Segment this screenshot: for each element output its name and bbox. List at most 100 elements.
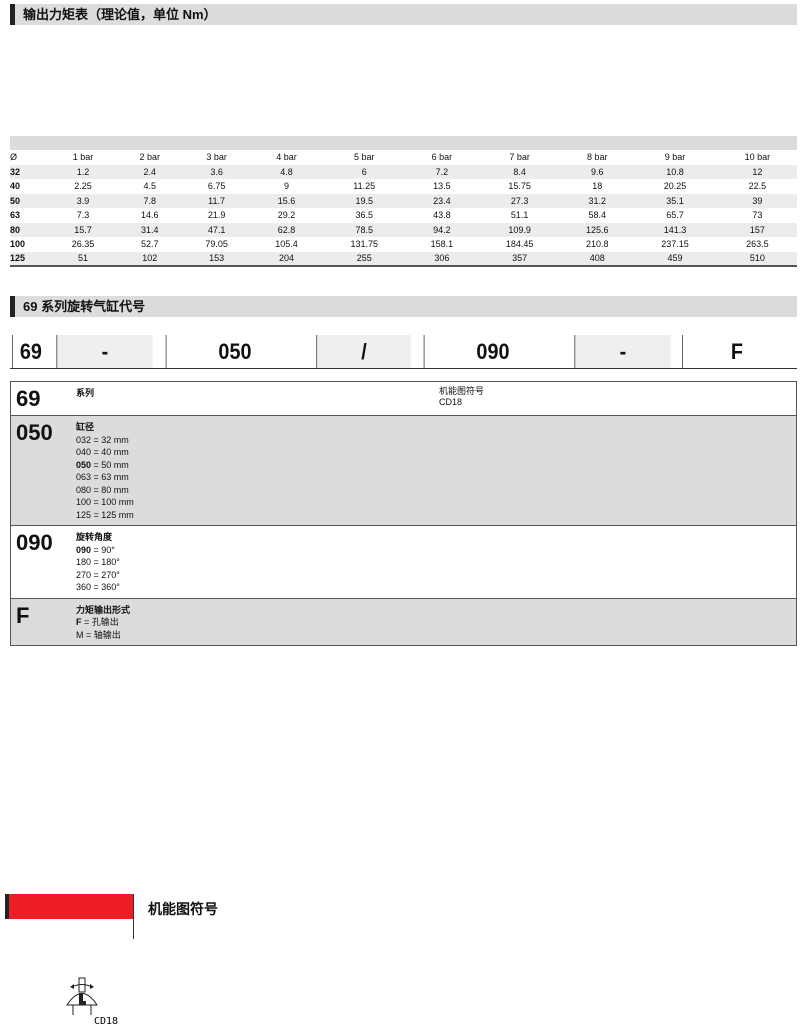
table-cell: 153	[181, 251, 252, 266]
def-option: 125 = 125 mm	[76, 509, 134, 522]
table-cell: 26.35	[71, 239, 95, 250]
rotary-actuator-symbol-icon: CD18	[66, 977, 118, 1027]
table-cell: 510	[717, 251, 797, 266]
table-cell: 73	[752, 210, 763, 221]
table-cell: 13.5	[433, 181, 451, 192]
table-cell: 18	[592, 181, 603, 192]
table-cell: 51	[48, 251, 118, 266]
table-cell: 9.6	[562, 164, 633, 179]
table-row: 32 1.2 2.4 3.6 4.8 6 7.2 8.4 9.6 10.8 12	[10, 164, 797, 179]
option-code: F	[76, 617, 82, 627]
table-cell: 21.9	[207, 210, 226, 221]
table-cell: 9 bar	[664, 152, 686, 163]
table-row: 100 26.35 52.7 79.05 105.4 131.75 158.1 184.45 2…	[10, 237, 797, 252]
option-value: = 32 mm	[91, 434, 129, 445]
table-cell: 7 bar	[509, 152, 530, 163]
table-cell: 7.3	[76, 210, 90, 221]
option-code: 050	[76, 459, 92, 470]
table-cell: 6	[321, 164, 407, 179]
table-cell: 31.4	[117, 222, 182, 237]
table-cell: 459	[632, 251, 718, 266]
table-cell: 8.4	[476, 164, 563, 179]
table-cell: 102	[117, 251, 182, 266]
option-code: 032	[76, 434, 92, 445]
table-cell: 8 bar	[587, 152, 608, 163]
table-cell: 6.75	[207, 181, 226, 192]
table-cell: 35.1	[632, 193, 718, 208]
option-value: = 40 mm	[91, 447, 129, 457]
table-cell: 6 bar	[431, 152, 453, 163]
table-cell: 4.5	[143, 181, 157, 192]
table-cell: 22.5	[748, 181, 767, 192]
code-separator: -	[56, 335, 153, 368]
bore-cell: 80	[10, 222, 48, 237]
table-cell: 47.1	[181, 222, 252, 237]
option-code: 080	[76, 484, 92, 495]
symbol-caption: CD18	[94, 1016, 118, 1027]
table-cell: 263.5	[746, 239, 769, 250]
table-cell: 109.9	[476, 222, 563, 237]
table-cell: 3.6	[181, 164, 252, 179]
table-cell: 158.1	[430, 239, 454, 250]
code-series: 69	[12, 335, 49, 368]
bore-cell: Ø	[10, 152, 18, 163]
def-option: 100 = 100 mm	[76, 496, 134, 509]
table-cell: 10.8	[632, 164, 718, 179]
table-cell: 4 bar	[276, 152, 297, 163]
option-value: = 80 mm	[91, 484, 129, 495]
option-code: 040	[76, 447, 92, 457]
bore-cell: 40	[10, 181, 21, 192]
table-row: 80 15.7 31.4 47.1 62.8 78.5 94.2 109.9 125.6 141.…	[10, 222, 797, 237]
symbol-section-title: 机能图符号	[148, 901, 218, 917]
code-separator: /	[316, 335, 411, 368]
def-option: 360 = 360°	[76, 581, 120, 594]
torque-table: Ø 1 bar 2 bar 3 bar 4 bar 5 bar 6 bar 7 bar 8 ba…	[10, 136, 797, 267]
table-cell: 14.6	[141, 210, 159, 221]
table-header: Ø 1 bar 2 bar 3 bar 4 bar 5 bar 6 bar 7 bar 8 ba…	[10, 150, 797, 165]
option-code: M	[76, 629, 84, 640]
def-title: 力矩输出形式	[76, 604, 131, 615]
table-cell: 78.5	[321, 222, 407, 237]
table-cell: 5 bar	[353, 152, 375, 163]
table-cell: 65.7	[666, 210, 684, 221]
table-cell: 1 bar	[72, 152, 94, 163]
table-cell: 3 bar	[206, 152, 227, 163]
table-cell: 11.7	[181, 193, 252, 208]
table-cell: 20.25	[663, 181, 687, 192]
def-option: M = 轴输出	[76, 629, 130, 642]
table-cell: 237.15	[661, 239, 689, 250]
table-row: 40 2.25 4.5 6.75 9 11.25 13.5 15.75 18 20.25 22.5	[10, 179, 797, 194]
code-bore: 050	[165, 335, 304, 368]
def-title: 旋转角度	[76, 532, 113, 542]
def-code: 69	[16, 386, 41, 411]
table-cell: 357	[476, 251, 563, 266]
def-row-output: F 力矩输出形式 F = 孔输出 M = 轴输出	[11, 597, 796, 645]
table-row: 50 3.9 7.8 11.7 15.6 19.5 23.4 27.3 31.2 35.1 39	[10, 193, 797, 208]
def-option: 063 = 63 mm	[76, 471, 134, 484]
def-code: 050	[16, 420, 53, 445]
option-value: = 孔输出	[81, 617, 119, 627]
table-cell: 10 bar	[744, 152, 771, 163]
table-cell: 58.4	[588, 210, 607, 221]
table-cell: 51.1	[510, 210, 529, 221]
table-cell: 62.8	[251, 222, 322, 237]
divider	[133, 894, 134, 939]
symbol-value: CD18	[439, 397, 463, 407]
table-cell: 125.6	[562, 222, 633, 237]
table-cell: 255	[321, 251, 407, 266]
table-cell: 43.8	[433, 210, 451, 221]
table-cell: 184.45	[505, 239, 534, 250]
symbol-label: 机能图符号	[439, 386, 485, 396]
def-option: 050 = 50 mm	[76, 459, 134, 472]
option-code: 125	[76, 509, 92, 520]
table-cell: 131.75	[350, 239, 378, 250]
option-code: 360	[76, 582, 92, 592]
def-row-bore: 050 缸径 032 = 32 mm 040 = 40 mm 050 = 50 mm 0…	[11, 415, 796, 525]
section-title: 输出力矩表（理论值，单位 Nm）	[23, 7, 217, 22]
table-cell: 36.5	[355, 210, 373, 221]
table-cell: 306	[406, 251, 477, 266]
option-code: 100	[76, 497, 92, 507]
table-cell: 7.8	[117, 193, 182, 208]
code-definitions: 69 系列 机能图符号 CD18 050 缸径 032 = 32 mm 040 = 4…	[10, 381, 797, 646]
def-option: 180 = 180°	[76, 556, 120, 569]
